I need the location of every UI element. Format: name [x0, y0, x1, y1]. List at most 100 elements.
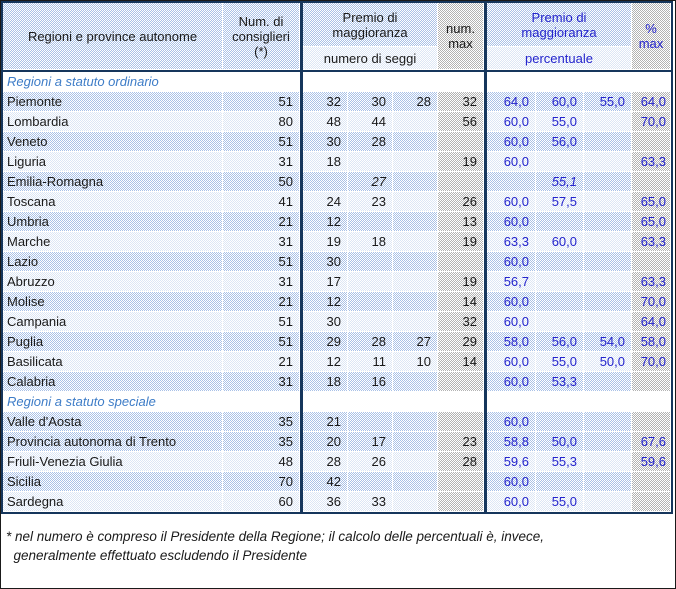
divider-left — [300, 172, 303, 192]
cell-seggi-1: 18 — [303, 152, 348, 172]
cell-seggi-3 — [393, 372, 438, 392]
header-regioni: Regioni e province autonome — [3, 3, 223, 70]
cell-num-max: 19 — [438, 152, 484, 172]
cell-consiglieri: 31 — [223, 152, 300, 172]
section-label: Regioni a statuto ordinario — [3, 72, 300, 92]
divider-left — [300, 112, 303, 132]
cell-perc-max: 63,3 — [632, 152, 671, 172]
section-row: Regioni a statuto ordinario — [3, 72, 671, 92]
cell-region-name: Valle d'Aosta — [3, 412, 223, 432]
cell-seggi-1: 21 — [303, 412, 348, 432]
divider-left — [300, 72, 303, 92]
cell-perc-1: 60,0 — [487, 292, 536, 312]
cell-seggi-2: 26 — [348, 452, 393, 472]
cell-num-max: 23 — [438, 432, 484, 452]
divider-right — [484, 472, 487, 492]
cell-seggi-1: 28 — [303, 452, 348, 472]
cell-num-max — [438, 172, 484, 192]
header-premio-perc: Premio di maggioranza — [487, 3, 632, 47]
cell-perc-2: 56,0 — [536, 132, 584, 152]
cell-perc-max — [632, 252, 671, 272]
divider-left — [300, 92, 303, 112]
cell-perc-3: 55,0 — [584, 92, 632, 112]
cell-seggi-3: 28 — [393, 92, 438, 112]
cell-perc-3 — [584, 292, 632, 312]
divider-left — [300, 292, 303, 312]
cell-seggi-3 — [393, 192, 438, 212]
divider-right — [484, 312, 487, 332]
cell-consiglieri: 21 — [223, 292, 300, 312]
table-row: Basilicata 21 12 11 10 14 60,0 55,0 50,0… — [3, 352, 671, 372]
cell-consiglieri: 31 — [223, 372, 300, 392]
cell-perc-1: 60,0 — [487, 352, 536, 372]
cell-perc-1: 60,0 — [487, 312, 536, 332]
divider-left — [300, 312, 303, 332]
cell-region-name: Toscana — [3, 192, 223, 212]
cell-perc-1: 60,0 — [487, 152, 536, 172]
cell-consiglieri: 51 — [223, 92, 300, 112]
cell-perc-3 — [584, 472, 632, 492]
cell-perc-1: 60,0 — [487, 192, 536, 212]
cell-perc-3 — [584, 432, 632, 452]
cell-region-name: Sardegna — [3, 492, 223, 512]
divider-right — [484, 272, 487, 292]
cell-perc-max: 70,0 — [632, 292, 671, 312]
cell-perc-2 — [536, 152, 584, 172]
header-premio-seggi: Premio di maggioranza — [303, 3, 438, 47]
cell-seggi-3 — [393, 492, 438, 512]
divider-right — [484, 452, 487, 472]
cell-perc-2 — [536, 472, 584, 492]
cell-seggi-2 — [348, 272, 393, 292]
cell-region-name: Campania — [3, 312, 223, 332]
cell-perc-2 — [536, 272, 584, 292]
section-spacer — [487, 72, 671, 92]
cell-perc-3: 50,0 — [584, 352, 632, 372]
cell-perc-3 — [584, 232, 632, 252]
cell-seggi-2: 16 — [348, 372, 393, 392]
cell-seggi-1 — [303, 172, 348, 192]
cell-perc-3 — [584, 212, 632, 232]
cell-perc-max: 70,0 — [632, 352, 671, 372]
cell-consiglieri: 80 — [223, 112, 300, 132]
cell-perc-max: 58,0 — [632, 332, 671, 352]
cell-perc-1: 58,8 — [487, 432, 536, 452]
table-body: Regioni a statuto ordinario Piemonte 51 … — [3, 72, 671, 512]
cell-perc-max: 64,0 — [632, 92, 671, 112]
divider-right — [484, 492, 487, 512]
cell-seggi-1: 30 — [303, 312, 348, 332]
cell-consiglieri: 70 — [223, 472, 300, 492]
cell-perc-3 — [584, 152, 632, 172]
divider-left — [300, 432, 303, 452]
cell-seggi-1: 36 — [303, 492, 348, 512]
cell-consiglieri: 41 — [223, 192, 300, 212]
cell-perc-max: 64,0 — [632, 312, 671, 332]
cell-seggi-3 — [393, 412, 438, 432]
cell-seggi-2 — [348, 252, 393, 272]
cell-region-name: Lombardia — [3, 112, 223, 132]
cell-num-max: 13 — [438, 212, 484, 232]
cell-seggi-2 — [348, 292, 393, 312]
cell-perc-2 — [536, 252, 584, 272]
cell-perc-max — [632, 132, 671, 152]
cell-perc-1: 64,0 — [487, 92, 536, 112]
cell-perc-max: 65,0 — [632, 212, 671, 232]
cell-seggi-2: 30 — [348, 92, 393, 112]
cell-seggi-3 — [393, 172, 438, 192]
divider-right — [484, 132, 487, 152]
cell-perc-1: 60,0 — [487, 132, 536, 152]
cell-perc-max: 63,3 — [632, 272, 671, 292]
cell-perc-2: 55,0 — [536, 112, 584, 132]
cell-region-name: Veneto — [3, 132, 223, 152]
cell-num-max: 28 — [438, 452, 484, 472]
divider-right — [484, 252, 487, 272]
cell-seggi-3 — [393, 312, 438, 332]
divider-left — [300, 212, 303, 232]
cell-seggi-2 — [348, 472, 393, 492]
cell-num-max: 29 — [438, 332, 484, 352]
table-row: Lombardia 80 48 44 56 60,0 55,0 70,0 — [3, 112, 671, 132]
cell-perc-max — [632, 412, 671, 432]
regions-table: Regioni e province autonome Num. di cons… — [1, 1, 673, 514]
cell-seggi-3 — [393, 292, 438, 312]
divider-right — [484, 352, 487, 372]
